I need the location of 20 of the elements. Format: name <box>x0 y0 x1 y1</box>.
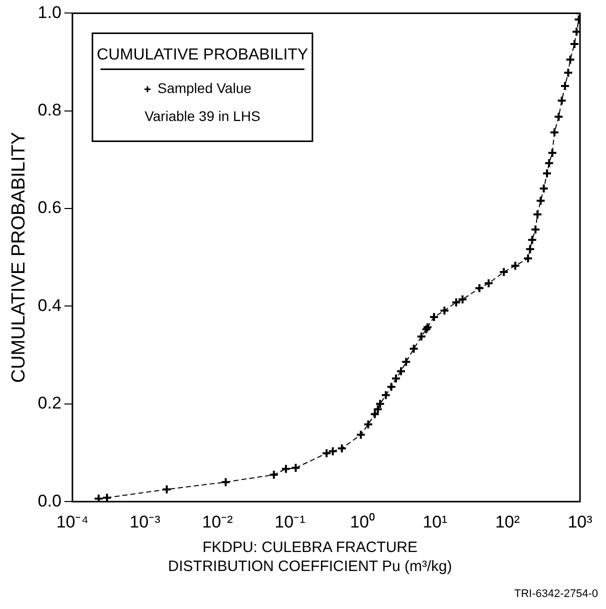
y-tick-label: 0.0 <box>38 491 62 510</box>
x-tick-label: 10⁰ <box>350 512 375 532</box>
text: TRI-6342-2754-0 <box>514 588 598 600</box>
y-tick-label: 0.8 <box>38 100 62 120</box>
y-tick-label: 1.0 <box>38 2 62 22</box>
x-tick-label: 10³ <box>568 512 593 532</box>
x-axis-title: FKDPU: CULEBRA FRACTURE DISTRIBUTION COEFFICIENT Pu (m³/kg) <box>167 538 453 576</box>
legend-title: CUMULATIVE PROBABILITY <box>96 46 308 64</box>
annotation: Variable 39 in LHS <box>144 108 260 124</box>
y-tick-label: 0.6 <box>38 198 62 218</box>
x-tick-label: 10² <box>495 512 520 532</box>
y-tick-label: 0.2 <box>38 394 62 413</box>
y-tick-label: 0.4 <box>38 296 62 315</box>
x-tick-label: 10⁻³ <box>130 512 161 532</box>
x-tick-label: 10⁻² <box>202 512 234 532</box>
x-tick-label: 10¹ <box>422 512 448 532</box>
x-tick-label: 10⁻¹ <box>274 512 306 532</box>
legend-label: Sampled Value <box>157 80 252 96</box>
x-tick-label: 10⁻⁴ <box>56 512 89 532</box>
y-axis-title: CUMULATIVE PROBABILITY <box>8 132 30 383</box>
